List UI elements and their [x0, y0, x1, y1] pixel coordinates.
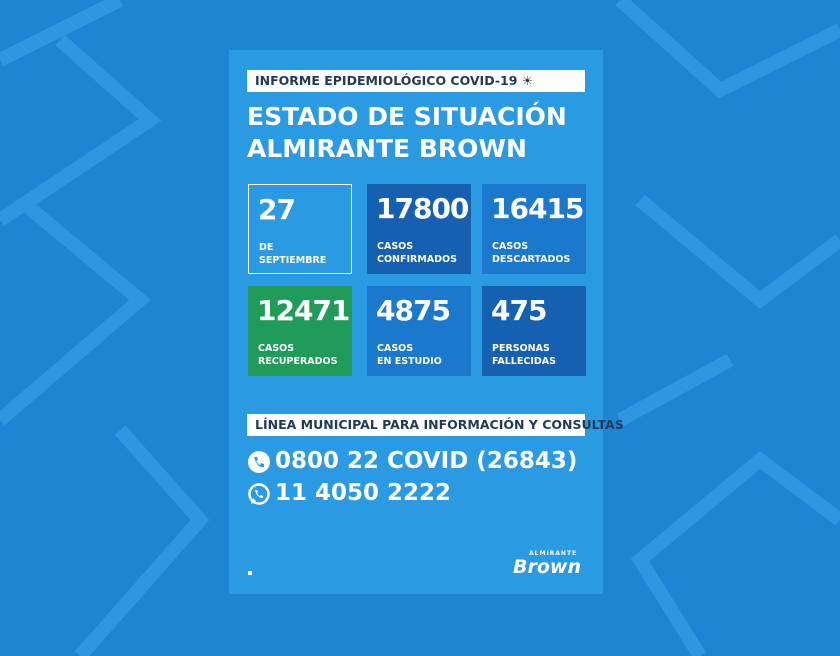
- stat-label-line: CASOS: [492, 241, 529, 252]
- stat-value: 17800: [376, 192, 469, 225]
- panel: INFORME EPIDEMIOLÓGICO COVID-19 ☀ ESTADO…: [229, 50, 624, 594]
- dot: [248, 571, 252, 575]
- stat-card: 27 DE SEPTIEMBRE: [248, 184, 352, 274]
- stat-label-line: CASOS: [258, 343, 295, 354]
- stat-label: CASOS CONFIRMADOS: [377, 240, 457, 266]
- stat-value: 475: [491, 294, 547, 327]
- stat-value: 4875: [376, 294, 451, 327]
- stat-label-line: EN ESTUDIO: [377, 356, 442, 367]
- stat-label-line: DE: [259, 242, 274, 253]
- stat-label-line: RECUPERADOS: [258, 356, 338, 367]
- stat-label-line: DESCARTADOS: [492, 254, 571, 265]
- stat-value: 27: [258, 193, 296, 226]
- stat-card: 17800 CASOS CONFIRMADOS: [367, 184, 471, 274]
- logo-small: ALMIRANTE: [529, 550, 578, 557]
- stat-card: 4875 CASOS EN ESTUDIO: [367, 286, 471, 376]
- stat-label: DE SEPTIEMBRE: [259, 241, 326, 267]
- stat-label-line: SEPTIEMBRE: [259, 255, 327, 266]
- whatsapp-icon: [248, 483, 270, 505]
- stat-label-line: FALLECIDAS: [492, 356, 556, 367]
- stat-label: CASOS EN ESTUDIO: [377, 342, 442, 368]
- stat-card: 475 PERSONAS FALLECIDAS: [482, 286, 586, 376]
- stat-card: 12471 CASOS RECUPERADOS: [248, 286, 352, 376]
- phone-number: 0800 22 COVID (26843): [275, 448, 578, 474]
- stat-value: 12471: [257, 294, 350, 327]
- contact-heading: LÍNEA MUNICIPAL PARA INFORMACIÓN Y CONSU…: [247, 414, 624, 436]
- stat-label-line: CONFIRMADOS: [377, 254, 457, 265]
- title-line: ALMIRANTE BROWN: [247, 134, 527, 163]
- stat-card: 16415 CASOS DESCARTADOS: [482, 184, 586, 274]
- title-line: ESTADO DE SITUACIÓN: [247, 102, 567, 131]
- phone-icon: [248, 451, 270, 473]
- stat-label: PERSONAS FALLECIDAS: [492, 342, 556, 368]
- stat-label-line: PERSONAS: [492, 343, 550, 354]
- stat-label-line: CASOS: [377, 343, 414, 354]
- whatsapp-number: 11 4050 2222: [275, 480, 452, 506]
- stat-label: CASOS DESCARTADOS: [492, 240, 570, 266]
- stat-label-line: CASOS: [377, 241, 414, 252]
- stat-value: 16415: [491, 192, 584, 225]
- logo-big: Brown: [513, 556, 581, 578]
- report-tag: INFORME EPIDEMIOLÓGICO COVID-19 ☀: [247, 70, 585, 92]
- stat-label: CASOS RECUPERADOS: [258, 342, 337, 368]
